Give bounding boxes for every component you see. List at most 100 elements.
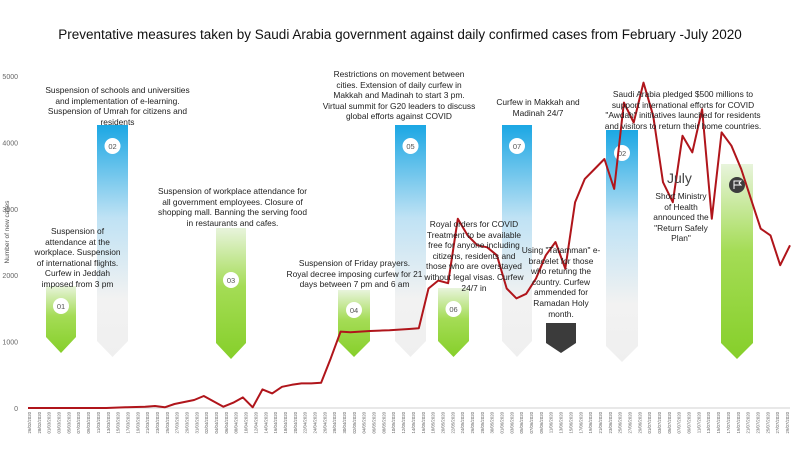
chart-title: Preventative measures taken by Saudi Ara… <box>58 27 742 42</box>
x-tick-label: 03/03/2020 <box>57 411 62 433</box>
marker-02-number: 02 <box>108 142 116 151</box>
x-tick-label: 15/07/2020 <box>716 411 721 433</box>
x-tick-label: 07/07/2020 <box>677 411 682 433</box>
marker-01 <box>46 286 76 353</box>
x-tick-label: 24/05/2020 <box>460 411 465 433</box>
x-tick-label: 05/03/2020 <box>66 411 71 433</box>
x-tick-label: 01/07/2020 <box>647 411 652 433</box>
x-tick-label: 09/06/2020 <box>539 411 544 433</box>
annotation-text-06: Royal orders for COVID Treatment to be a… <box>424 219 524 293</box>
x-tick-label: 12/04/2020 <box>253 411 258 433</box>
annotation-text-pledge: Saudi Arabia pledged $500 millions to su… <box>604 89 762 131</box>
marker-pledge <box>606 130 638 362</box>
annotation-text-02: Suspension of schools and universities a… <box>45 85 190 127</box>
marker-03 <box>216 228 246 359</box>
x-tick-label: 15/06/2020 <box>568 411 573 433</box>
x-tick-label: 22/05/2020 <box>450 411 455 433</box>
marker-04 <box>338 290 370 357</box>
x-tick-label: 19/07/2020 <box>736 411 741 433</box>
x-tick-label: 31/03/2020 <box>194 411 199 433</box>
x-tick-label: 23/06/2020 <box>608 411 613 433</box>
x-tick-label: 28/02/2020 <box>37 411 42 433</box>
x-tick-label: 10/04/2020 <box>244 411 249 433</box>
x-tick-label: 11/07/2020 <box>696 411 701 433</box>
x-tick-label: 18/05/2020 <box>431 411 436 433</box>
x-tick-label: 11/06/2020 <box>549 411 554 433</box>
annotation-text-05: Restrictions on movement between cities.… <box>322 69 476 122</box>
x-tick-label: 03/06/2020 <box>509 411 514 433</box>
x-tick-label: 25/07/2020 <box>765 411 770 433</box>
marker-07 <box>502 125 532 357</box>
annotation-text-01: Suspension of attendance at the workplac… <box>34 226 121 289</box>
y-tick-label: 5000 <box>2 74 18 81</box>
x-tick-label: 27/06/2020 <box>628 411 633 433</box>
x-tick-label: 26/05/2020 <box>470 411 475 433</box>
x-tick-label: 26/04/2020 <box>322 411 327 433</box>
x-tick-label: 14/04/2020 <box>263 411 268 433</box>
marker-01-number: 01 <box>57 302 65 311</box>
x-tick-label: 23/07/2020 <box>756 411 761 433</box>
marker-02 <box>97 125 128 357</box>
x-tick-label: 26/02/2020 <box>27 411 32 433</box>
x-tick-label: 28/04/2020 <box>332 411 337 433</box>
x-tick-label: 27/03/2020 <box>175 411 180 433</box>
x-tick-label: 11/03/2020 <box>96 411 101 433</box>
marker-06 <box>438 288 469 357</box>
x-tick-label: 21/03/2020 <box>145 411 150 433</box>
x-tick-label: 21/07/2020 <box>746 411 751 433</box>
x-tick-label: 02/04/2020 <box>204 411 209 433</box>
marker-05-number: 05 <box>406 142 414 151</box>
y-axis-label: Number of new cases <box>4 200 11 264</box>
x-tick-label: 16/04/2020 <box>273 411 278 433</box>
series-line <box>28 81 791 409</box>
x-tick-label: 29/06/2020 <box>637 411 642 433</box>
x-tick-label: 27/07/2020 <box>775 411 780 433</box>
y-tick-label: 2000 <box>2 273 18 280</box>
x-tick-label: 04/04/2020 <box>214 411 219 433</box>
x-tick-label: 01/03/2020 <box>47 411 52 433</box>
x-tick-label: 13/07/2020 <box>706 411 711 433</box>
x-tick-label: 06/05/2020 <box>372 411 377 433</box>
marker-02-badge <box>104 138 121 154</box>
x-tick-label: 20/05/2020 <box>441 411 446 433</box>
x-tick-label: 17/06/2020 <box>578 411 583 433</box>
y-tick-label: 1000 <box>2 340 18 347</box>
x-tick-label: 23/03/2020 <box>155 411 160 433</box>
x-tick-label: 25/06/2020 <box>618 411 623 433</box>
marker-tatamman <box>546 323 576 353</box>
x-tick-label: 09/07/2020 <box>687 411 692 433</box>
annotation-text-04: Suspension of Friday prayers. Royal decr… <box>286 258 423 290</box>
y-tick-label: 0 <box>14 406 18 413</box>
x-tick-label: 21/06/2020 <box>598 411 603 433</box>
annotation-text-03: Suspension of workplace attendance for a… <box>158 186 307 228</box>
x-tick-label: 24/04/2020 <box>313 411 318 433</box>
x-tick-label: 06/04/2020 <box>224 411 229 433</box>
annotation-text-tatamman: Using "Tatamman" e- bracelet for those w… <box>521 245 601 319</box>
x-tick-label: 15/03/2020 <box>116 411 121 433</box>
x-tick-label: 04/05/2020 <box>362 411 367 433</box>
x-tick-label: 22/04/2020 <box>303 411 308 433</box>
x-tick-label: 25/03/2020 <box>165 411 170 433</box>
july-label: July <box>667 170 692 186</box>
x-tick-label: 07/06/2020 <box>529 411 534 433</box>
x-tick-label: 30/05/2020 <box>490 411 495 433</box>
marker-07-badge <box>509 138 525 154</box>
x-tick-label: 13/06/2020 <box>559 411 564 433</box>
x-tick-label: 03/07/2020 <box>657 411 662 433</box>
x-tick-label: 09/03/2020 <box>86 411 91 433</box>
marker-04-number: 04 <box>350 306 358 315</box>
x-tick-label: 01/06/2020 <box>500 411 505 433</box>
x-tick-label: 29/03/2020 <box>185 411 190 433</box>
x-tick-label: 20/04/2020 <box>293 411 298 433</box>
marker-03-badge <box>223 272 239 288</box>
x-tick-label: 30/04/2020 <box>342 411 347 433</box>
x-tick-label: 19/03/2020 <box>135 411 140 433</box>
x-tick-label: 08/05/2020 <box>381 411 386 433</box>
marker-pledge-number: 02 <box>618 149 626 158</box>
x-tick-label: 07/03/2020 <box>76 411 81 433</box>
marker-return-plan <box>721 164 753 359</box>
x-tick-label: 10/05/2020 <box>391 411 396 433</box>
x-tick-label: 12/05/2020 <box>401 411 406 433</box>
marker-03-number: 03 <box>227 276 235 285</box>
